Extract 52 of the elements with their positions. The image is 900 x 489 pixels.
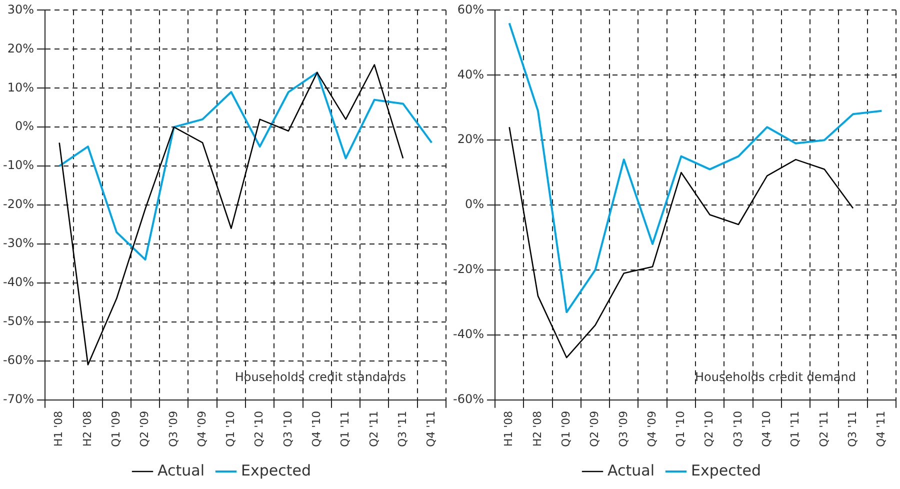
x-tick-label: Q1 '10 (224, 410, 238, 448)
legend-label: Expected (691, 461, 761, 480)
legend-label: Expected (241, 461, 311, 480)
y-tick-label: -60% (452, 392, 484, 406)
x-tick-label: Q2 '10 (702, 410, 716, 448)
y-tick-label: -30% (2, 236, 34, 250)
x-tick-label: Q2 '11 (367, 410, 380, 448)
x-tick-label: H2 '08 (80, 410, 94, 447)
x-tick-label: Q1 '11 (338, 410, 352, 448)
y-tick-label: 60% (457, 2, 484, 16)
x-tick-label: Q2 '11 (817, 410, 830, 448)
x-tick-label: H1 '08 (52, 410, 66, 447)
y-tick-label: -70% (2, 392, 34, 406)
y-tick-label: -20% (2, 197, 34, 212)
x-tick-label: Q3 '10 (281, 410, 294, 448)
legend-label: Actual (608, 461, 655, 480)
y-tick-label: 20% (457, 132, 484, 146)
x-tick-label: H2 '08 (530, 410, 544, 447)
x-tick-label: Q3 '09 (166, 410, 180, 448)
y-tick-label: 0% (464, 197, 484, 212)
x-tick-label: Q3 '09 (616, 410, 630, 448)
x-tick-label: Q4 '09 (645, 410, 658, 448)
y-tick-label: 0% (14, 119, 34, 134)
y-tick-label: 40% (457, 67, 484, 82)
x-tick-label: Q1 '11 (788, 410, 802, 448)
y-tick-label: -10% (2, 158, 34, 172)
x-tick-label: Q4 '09 (195, 410, 208, 448)
x-tick-label: Q4 '10 (760, 410, 773, 448)
x-tick-label: Q3 '10 (731, 410, 744, 448)
x-tick-label: Q1 '09 (559, 410, 572, 448)
x-tick-label: Q4 '10 (310, 410, 323, 448)
x-tick-label: Q2 '09 (588, 410, 602, 448)
y-tick-label: 20% (7, 41, 34, 56)
x-tick-label: Q1 '09 (109, 410, 122, 448)
annotation: Households credit standards (234, 370, 406, 384)
y-tick-label: 30% (7, 2, 34, 16)
y-tick-label: -40% (2, 275, 34, 290)
x-tick-label: H1 '08 (502, 410, 516, 447)
x-tick-label: Q4 '11 (424, 410, 438, 448)
x-tick-label: Q4 '11 (874, 410, 888, 448)
y-tick-label: -20% (452, 262, 484, 276)
y-tick-label: -60% (2, 352, 34, 367)
y-tick-label: -40% (452, 327, 484, 342)
annotation: Households credit demand (695, 370, 856, 384)
x-tick-label: Q2 '10 (252, 410, 266, 448)
x-tick-label: Q3 '11 (396, 410, 409, 448)
legend-label: Actual (158, 461, 205, 480)
x-tick-label: Q2 '09 (138, 410, 152, 448)
x-tick-label: Q1 '10 (674, 410, 688, 448)
y-tick-label: -50% (2, 314, 34, 328)
x-tick-label: Q3 '11 (846, 410, 859, 448)
y-tick-label: 10% (7, 80, 34, 94)
